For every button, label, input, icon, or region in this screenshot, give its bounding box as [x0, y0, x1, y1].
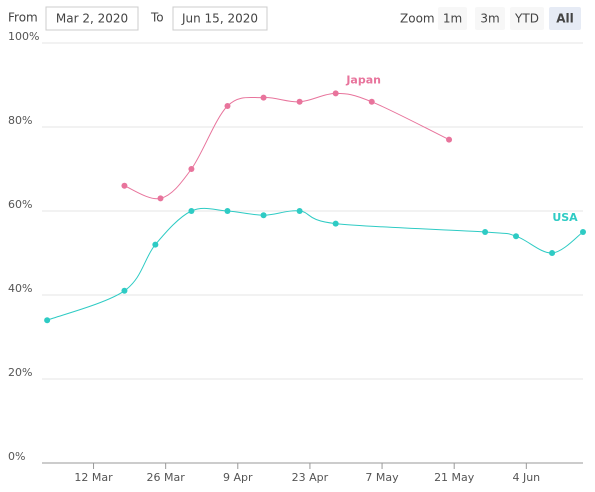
series-label: USA: [552, 211, 578, 224]
data-point: [121, 287, 128, 294]
data-point: [152, 241, 159, 248]
zoom-button-label: 1m: [443, 12, 462, 26]
zoom-button-label: YTD: [514, 12, 539, 26]
to-label: To: [150, 11, 164, 25]
zoom-button-bg: [510, 7, 544, 30]
x-tick-label: 9 Apr: [223, 471, 253, 484]
data-point: [157, 195, 164, 202]
x-tick-label: 12 Mar: [74, 471, 113, 484]
x-tick-label: 4 Jun: [512, 471, 540, 484]
zoom-button-bg: [475, 7, 505, 30]
data-point: [188, 208, 195, 214]
data-point: [446, 136, 453, 143]
from-box: [45, 6, 139, 31]
x-tick-label: 21 May: [434, 471, 475, 484]
x-tick-label: 7 May: [365, 471, 399, 484]
y-tick-label: 60%: [8, 198, 32, 211]
zoom-button-bg: [438, 7, 467, 30]
x-tick-label: 23 Apr: [292, 471, 329, 484]
zoom-button-label: 3m: [480, 12, 499, 26]
data-point: [296, 208, 303, 214]
data-point: [296, 98, 303, 105]
zoom-button[interactable]: All: [549, 7, 581, 30]
data-point: [224, 208, 231, 214]
series-line: [124, 92, 450, 200]
to-value: Jun 15, 2020: [181, 12, 258, 26]
data-point: [260, 94, 267, 101]
data-point: [482, 229, 489, 235]
zoom-button-bg: [549, 7, 581, 30]
data-point: [332, 90, 339, 97]
data-point: [368, 98, 375, 105]
to-box: [172, 6, 268, 31]
zoom-button[interactable]: 1m: [438, 7, 467, 30]
to-input[interactable]: Jun 15, 2020: [172, 6, 268, 31]
series-label: Japan: [345, 73, 381, 86]
data-point: [188, 166, 195, 172]
zoom-button[interactable]: YTD: [510, 7, 544, 30]
y-tick-label: 40%: [8, 282, 32, 295]
zoom-button[interactable]: 3m: [475, 7, 505, 30]
data-point: [549, 250, 556, 256]
from-input[interactable]: Mar 2, 2020: [45, 6, 139, 31]
data-point: [332, 220, 339, 227]
data-point: [513, 233, 520, 240]
data-point: [121, 182, 128, 189]
y-tick-label: 0%: [8, 450, 25, 463]
data-point: [224, 103, 231, 109]
zoom-button-label: All: [556, 12, 574, 26]
data-point: [44, 317, 51, 324]
from-value: Mar 2, 2020: [56, 12, 128, 26]
zoom-label: Zoom: [400, 12, 435, 26]
data-point: [580, 229, 586, 235]
data-point: [260, 212, 267, 219]
from-label: From: [8, 11, 38, 25]
series-line: [46, 207, 584, 321]
x-tick-label: 26 Mar: [147, 471, 186, 484]
y-tick-label: 80%: [8, 114, 32, 127]
y-tick-label: 100%: [8, 30, 39, 43]
y-tick-label: 20%: [8, 366, 32, 379]
